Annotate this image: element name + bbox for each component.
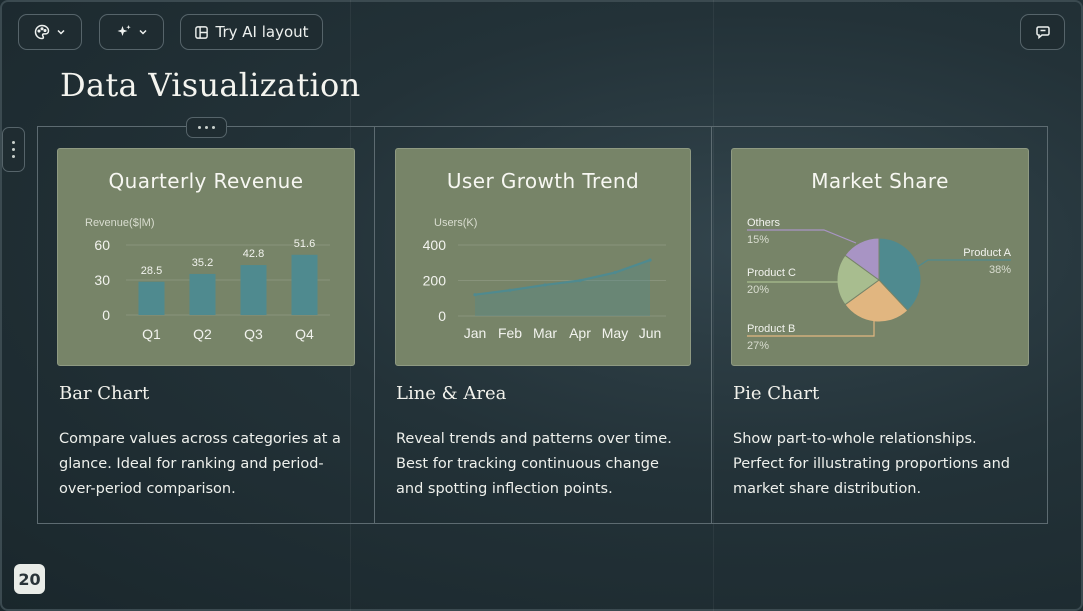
chart-title: Market Share xyxy=(811,169,949,193)
slice-percent: 38% xyxy=(989,264,1011,276)
area-chart: Users(K) 0 200 400 Jan Feb Mar Apr May Jun xyxy=(423,217,666,341)
sparkle-icon xyxy=(117,25,131,36)
y-tick-label: 0 xyxy=(102,307,110,323)
page-number-badge: 20 xyxy=(14,564,45,594)
bar xyxy=(240,265,267,315)
data-label: 51.6 xyxy=(294,238,315,250)
slice-label: Product C xyxy=(747,267,796,279)
column-bar-chart: Revenue($|M) 0 30 60 28.5 Q1 35.2 Q2 42.8 Q3 51.6 Q… xyxy=(38,127,374,523)
chevron-down-icon xyxy=(57,29,65,35)
palette-icon xyxy=(34,24,50,40)
slice-label: Product B xyxy=(747,323,795,335)
x-tick-label: Q2 xyxy=(193,326,212,342)
pie-chart-card[interactable]: Product A 38% Product B 27% Product C 20% Othe… xyxy=(731,148,1029,366)
leader-line xyxy=(747,229,857,244)
column-heading: Line & Area xyxy=(396,383,507,404)
slice-percent: 20% xyxy=(747,284,769,296)
slice-label: Others xyxy=(747,217,781,229)
x-tick-label: Jan xyxy=(464,325,487,341)
x-tick-label: Mar xyxy=(533,325,557,341)
theme-button[interactable] xyxy=(18,14,82,50)
y-tick-label: 200 xyxy=(423,273,447,289)
pie-chart: Product A 38% Product B 27% Product C 20% Othe… xyxy=(747,217,1012,352)
pie-slice xyxy=(844,237,880,281)
content-grid: Revenue($|M) 0 30 60 28.5 Q1 35.2 Q2 42.8 Q3 51.6 Q… xyxy=(37,126,1048,524)
area-chart-card[interactable]: Users(K) 0 200 400 Jan Feb Mar Apr May Jun User G… xyxy=(395,148,691,366)
x-tick-label: May xyxy=(602,325,628,341)
slice-label: Product A xyxy=(963,247,1011,259)
comments-button[interactable] xyxy=(1020,14,1065,50)
x-tick-label: Apr xyxy=(569,325,591,341)
layout-guide xyxy=(713,0,714,611)
bar-chart-card[interactable]: Revenue($|M) 0 30 60 28.5 Q1 35.2 Q2 42.8 Q3 51.6 Q… xyxy=(57,148,355,366)
column-pie-chart: Product A 38% Product B 27% Product C 20% Othe… xyxy=(711,127,1047,523)
slice-percent: 15% xyxy=(747,234,769,246)
data-point xyxy=(543,283,547,287)
column-heading: Bar Chart xyxy=(59,383,150,404)
try-ai-layout-button[interactable]: Try AI layout xyxy=(180,14,323,50)
x-tick-label: Jun xyxy=(639,325,662,341)
data-point xyxy=(648,258,652,262)
column-line-area: Users(K) 0 200 400 Jan Feb Mar Apr May Jun User G… xyxy=(374,127,711,523)
column-description: Show part-to-whole relationships. Perfec… xyxy=(733,431,1011,497)
page-title: Data Visualization xyxy=(60,66,361,104)
block-drag-handle[interactable] xyxy=(186,117,227,138)
data-label: 35.2 xyxy=(192,257,213,269)
chart-title: Quarterly Revenue xyxy=(108,169,304,193)
magic-button[interactable] xyxy=(99,14,164,50)
data-point xyxy=(508,288,512,292)
x-tick-label: Q4 xyxy=(295,326,314,342)
y-tick-label: 0 xyxy=(438,308,446,324)
data-label: 28.5 xyxy=(141,265,162,277)
y-tick-label: 400 xyxy=(423,237,447,253)
bar-chart: Revenue($|M) 0 30 60 28.5 Q1 35.2 Q2 42.8 Q3 51.6 Q… xyxy=(85,217,330,342)
data-point xyxy=(578,278,582,283)
leader-line xyxy=(913,259,1011,270)
column-description: Compare values across categories at a gl… xyxy=(59,431,341,497)
y-tick-label: 30 xyxy=(94,272,110,288)
x-tick-label: Q1 xyxy=(142,326,161,342)
bar xyxy=(189,273,216,315)
pie-slice xyxy=(878,237,922,312)
chat-icon xyxy=(1035,26,1050,40)
data-point xyxy=(473,293,477,297)
layout-icon xyxy=(195,25,209,39)
pie-slice xyxy=(844,279,909,323)
chevron-down-icon xyxy=(138,29,147,35)
y-tick-label: 60 xyxy=(94,237,110,253)
x-tick-label: Q3 xyxy=(244,326,263,342)
bar xyxy=(138,281,165,315)
y-axis-label: Users(K) xyxy=(434,217,477,229)
data-label: 42.8 xyxy=(243,248,264,260)
leader-line xyxy=(747,319,875,337)
area-fill xyxy=(475,260,650,316)
data-point xyxy=(613,270,617,275)
try-ai-layout-label: Try AI layout xyxy=(215,23,309,41)
side-drag-handle[interactable] xyxy=(2,127,25,172)
column-heading: Pie Chart xyxy=(733,383,820,404)
y-axis-label: Revenue($|M) xyxy=(85,217,155,229)
chart-title: User Growth Trend xyxy=(446,169,640,193)
bar xyxy=(291,254,318,315)
slice-percent: 27% xyxy=(747,340,769,352)
pie-slice xyxy=(836,254,880,306)
x-tick-label: Feb xyxy=(498,325,522,341)
series-line xyxy=(474,259,651,296)
column-description: Reveal trends and patterns over time. Be… xyxy=(396,431,672,497)
